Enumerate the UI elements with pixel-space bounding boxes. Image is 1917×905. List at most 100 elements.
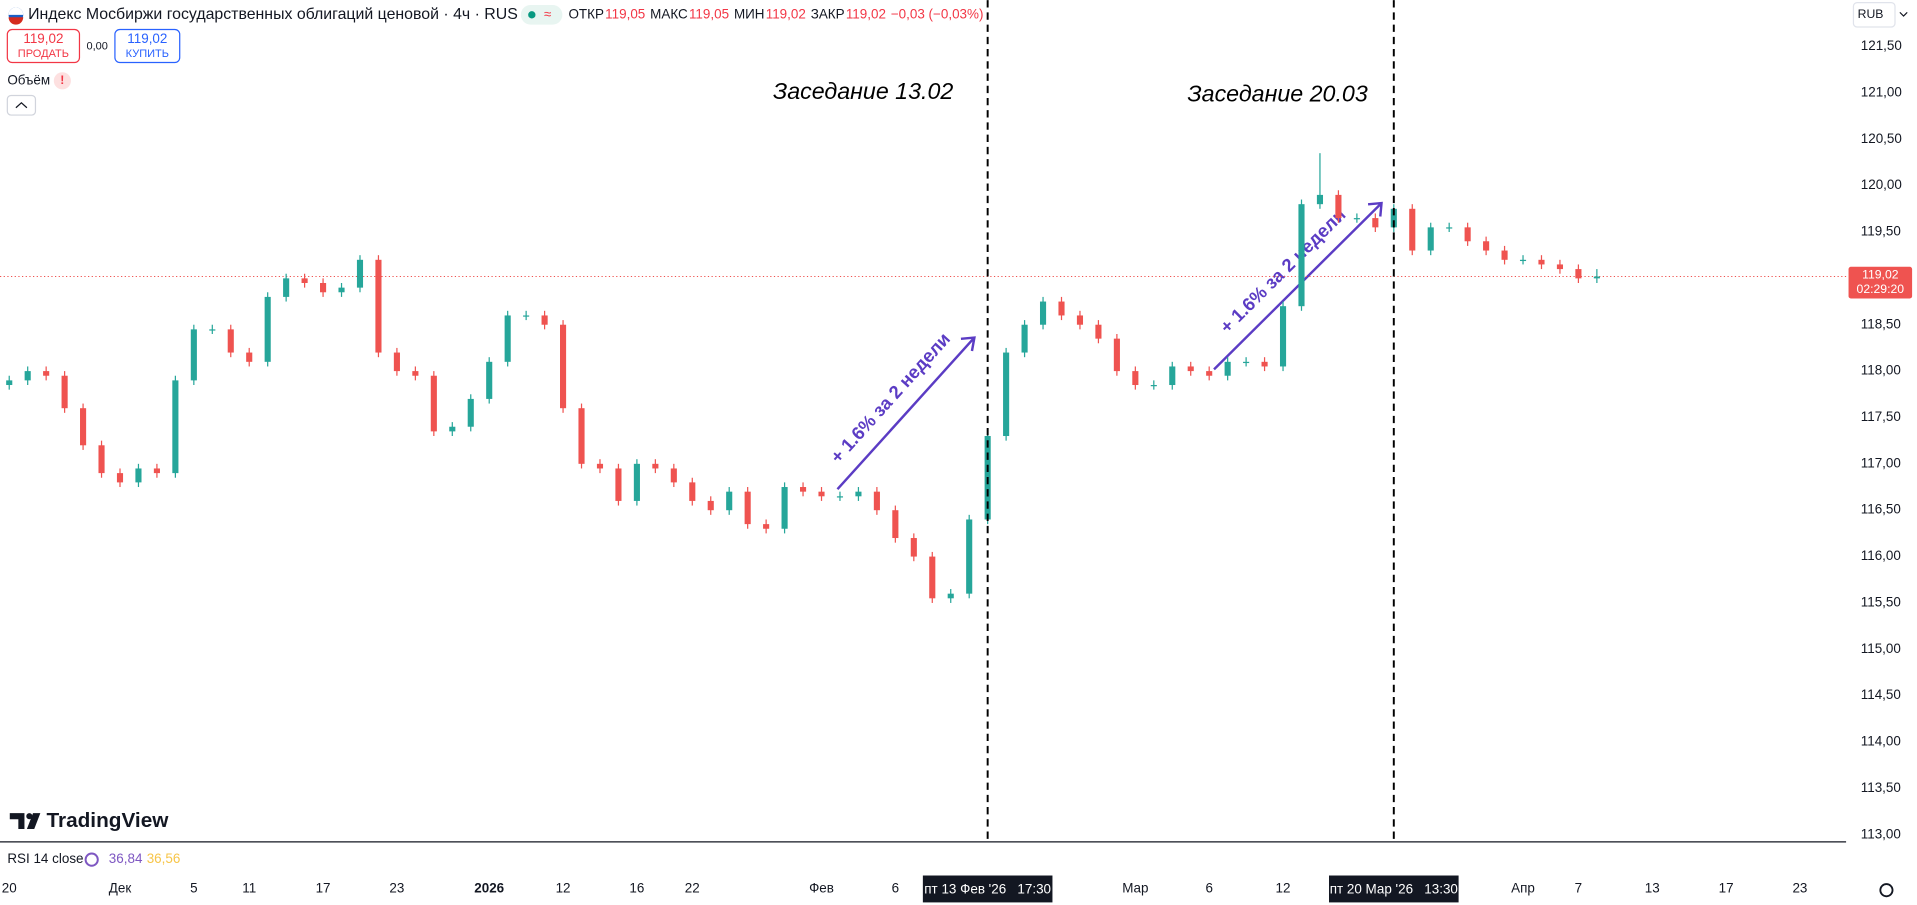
x-tick-label: 17 — [316, 881, 331, 896]
candle-body — [689, 482, 696, 501]
ohlc-label: ОТКР — [568, 6, 603, 21]
candle-body — [1021, 324, 1028, 353]
event-label: Заседание 13.02 — [773, 78, 953, 104]
flag — [8, 17, 24, 25]
candle-body — [633, 463, 640, 501]
warning-icon[interactable] — [53, 72, 71, 90]
status-icon: ≈ — [544, 6, 551, 21]
y-tick-label: 116,50 — [1861, 502, 1901, 517]
event-time-box — [1329, 875, 1459, 903]
candle-body — [799, 487, 807, 492]
y-tick-label: 119,50 — [1861, 224, 1901, 239]
ohlc-label: МАКС — [650, 6, 688, 21]
candle-body — [1372, 218, 1379, 228]
sell-button[interactable] — [6, 28, 81, 64]
settings-icon[interactable] — [1879, 883, 1894, 898]
candle-body — [135, 468, 142, 483]
candle-body — [1483, 241, 1490, 251]
currency-button[interactable] — [1852, 1, 1896, 28]
event-label: Заседание 20.03 — [1187, 81, 1367, 107]
volume-label: Объём — [7, 72, 50, 87]
candle-body — [744, 491, 751, 525]
candle-body — [356, 259, 364, 288]
x-tick-label: Фев — [809, 881, 834, 896]
candle-body — [486, 361, 493, 399]
x-tick-label: 22 — [685, 881, 700, 896]
candle-body — [24, 371, 31, 381]
candle-body — [1298, 204, 1305, 307]
warning-mark: ! — [60, 73, 64, 87]
y-tick-label: 113,50 — [1861, 780, 1901, 795]
candle-body — [1575, 269, 1582, 279]
candle-body — [1538, 259, 1545, 265]
x-tick-label: 7 — [1575, 881, 1582, 896]
y-tick-label: 118,00 — [1861, 363, 1901, 378]
candle-body — [652, 463, 659, 469]
annotation: + 1.6% за 2 недели — [826, 328, 954, 467]
logo: TradingView — [9, 809, 169, 832]
y-tick-label: 118,50 — [1861, 316, 1901, 331]
ohlc-label: МИН — [734, 6, 765, 21]
candle-body — [1593, 276, 1600, 279]
collapse-icon — [15, 102, 28, 109]
spread: 0,00 — [86, 41, 107, 53]
y-tick-label: 113,00 — [1861, 826, 1901, 841]
candle-body — [523, 315, 530, 317]
candle-body — [1243, 361, 1250, 364]
y-tick-label: 120,00 — [1861, 177, 1902, 192]
candle-body — [1316, 194, 1324, 205]
x-tick-label: 12 — [1276, 881, 1291, 896]
candle-body — [541, 315, 548, 325]
candle-body — [61, 375, 68, 409]
logo-icon — [26, 813, 33, 820]
collapse-button[interactable] — [6, 94, 37, 116]
candle-body — [892, 510, 899, 539]
candle-body — [1224, 361, 1231, 376]
arrow-line — [1213, 202, 1383, 371]
currency-caret — [1899, 11, 1908, 17]
candle-body — [1058, 301, 1065, 316]
x-tick-label: 6 — [892, 881, 899, 896]
candle-body — [320, 282, 327, 293]
candle-body — [836, 496, 844, 498]
candle-body — [1335, 194, 1342, 219]
buy-button[interactable] — [114, 28, 181, 64]
y-tick-label: 120,50 — [1861, 131, 1902, 146]
candle-body — [1132, 371, 1139, 386]
ohlc-value: 119,05 — [689, 6, 729, 21]
event-time: пт 20 Мар '26 13:30 — [1330, 882, 1458, 897]
candle-body — [966, 519, 973, 594]
candle-body — [98, 445, 105, 474]
candle-body — [209, 329, 216, 331]
y-tick-label: 114,00 — [1861, 734, 1901, 749]
last-price-label: 119,02 — [1862, 268, 1899, 282]
candle-body — [1039, 301, 1047, 325]
candle-body — [873, 491, 880, 511]
x-tick-label: 11 — [242, 881, 256, 896]
rsi-label: RSI 14 close — [7, 851, 83, 866]
countdown: 02:29:20 — [1857, 282, 1905, 296]
rsi-value: 36,56 — [147, 851, 181, 866]
buy-price: 119,02 — [127, 31, 167, 46]
candle-body — [80, 408, 87, 446]
candle-body — [1095, 324, 1102, 339]
rsi-value: 36,84 — [109, 851, 143, 866]
status-dot — [528, 11, 536, 19]
ohlc-value: 119,02 — [846, 6, 886, 21]
x-tick-label: Мар — [1122, 881, 1148, 896]
rsi-icon — [84, 852, 99, 867]
candle-body — [1169, 366, 1176, 386]
candle-body — [1206, 371, 1213, 376]
candle-body — [43, 371, 50, 376]
arrow-head — [1367, 201, 1383, 217]
candle-body — [1427, 227, 1434, 251]
candle-body — [412, 371, 419, 376]
y-tick-label: 114,50 — [1861, 687, 1901, 702]
last-price-box — [1848, 266, 1913, 299]
candle-body — [1261, 361, 1268, 367]
status-pill[interactable] — [520, 5, 563, 25]
ohlc-label: ЗАКР — [811, 6, 845, 21]
candle-body — [1501, 250, 1508, 260]
